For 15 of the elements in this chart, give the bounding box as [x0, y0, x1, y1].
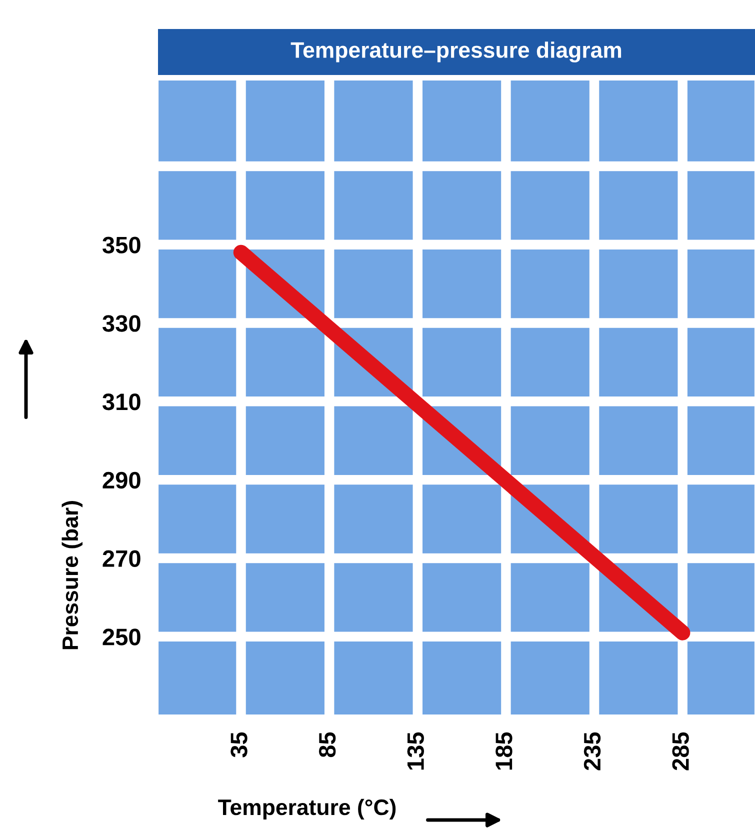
y-tick-label: 270	[102, 550, 140, 567]
x-tick-label: 35	[230, 732, 248, 758]
y-tick-label: 290	[102, 472, 140, 489]
y-tick-label: 250	[102, 628, 140, 646]
y-tick-label: 330	[102, 315, 140, 332]
x-tick-label: 185	[496, 732, 512, 770]
x-axis-title: Temperature (°C)	[218, 798, 396, 820]
chart-title: Temperature–pressure diagram	[290, 42, 622, 62]
y-tick-label: 310	[102, 393, 140, 410]
x-tick-label: 235	[584, 732, 601, 770]
x-tick-label: 85	[318, 732, 336, 758]
x-tick-label: 135	[407, 732, 424, 770]
y-tick-label: 350	[102, 236, 140, 254]
x-tick-label: 285	[672, 732, 689, 770]
y-axis-title: Pressure (bar)	[62, 501, 82, 650]
